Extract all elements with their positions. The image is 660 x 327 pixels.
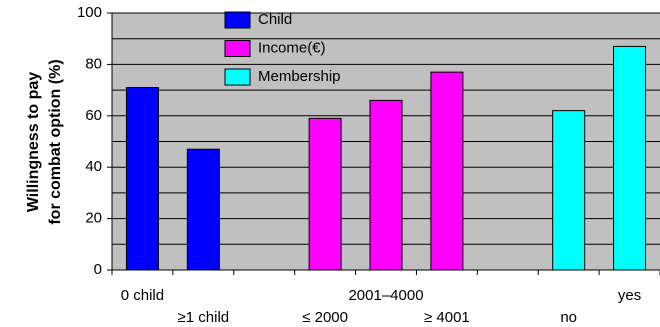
y-tick-label: 0 (94, 261, 102, 278)
x-tick-label: 0 child (121, 287, 164, 304)
y-tick-label: 40 (85, 158, 102, 175)
y-tick-label: 80 (85, 55, 102, 72)
bar (613, 45, 647, 271)
bar (369, 99, 403, 271)
legend-label: Membership (258, 68, 341, 85)
legend-label: Income(€) (258, 39, 326, 56)
x-tick-label: ≥ 4001 (424, 309, 470, 326)
x-tick-label: ≤ 2000 (302, 309, 348, 326)
bar (125, 87, 159, 271)
y-tick-label: 60 (85, 107, 102, 124)
legend-swatch (224, 40, 251, 57)
y-tick-label: 100 (77, 4, 102, 21)
legend-swatch (224, 11, 251, 29)
bar (186, 148, 220, 271)
y-axis-title: for combat option (%) (47, 59, 64, 224)
x-tick-label: 2001–4000 (348, 287, 423, 304)
legend-swatch (224, 68, 251, 86)
bar (552, 110, 586, 271)
y-axis-title: Willingness to pay (25, 72, 42, 212)
x-tick-label: no (560, 309, 577, 326)
legend-label: Child (258, 11, 292, 28)
bar (430, 71, 464, 271)
x-tick-label: ≥1 child (178, 309, 230, 326)
y-tick-label: 20 (85, 210, 102, 227)
x-tick-label: yes (618, 287, 641, 304)
bar (308, 117, 342, 271)
